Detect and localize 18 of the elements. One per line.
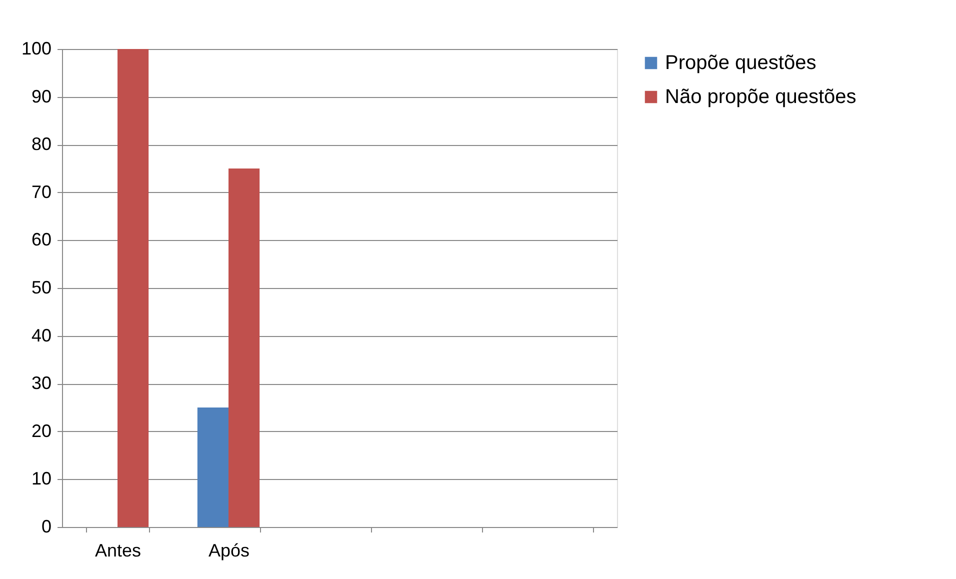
y-tick-label: 40 xyxy=(31,325,52,346)
y-tick-label: 10 xyxy=(31,468,52,489)
y-tick-label: 0 xyxy=(41,516,52,536)
bar xyxy=(118,49,149,527)
y-tick-label: 100 xyxy=(21,38,52,58)
y-tick-label: 90 xyxy=(31,86,52,106)
x-tick-label: Antes xyxy=(94,540,142,560)
bar xyxy=(228,168,260,527)
y-tick-label: 80 xyxy=(31,134,52,154)
legend-label: Propõe questões xyxy=(665,52,816,74)
y-tick-label: 30 xyxy=(31,373,52,394)
y-tick-label: 20 xyxy=(31,420,52,441)
bar xyxy=(197,408,228,527)
legend-label: Não propõe questões xyxy=(665,86,856,108)
y-tick-label: 70 xyxy=(31,182,52,202)
x-tick-label: Após xyxy=(208,540,250,560)
y-tick-label: 50 xyxy=(31,278,52,298)
y-tick-label: 60 xyxy=(31,230,52,250)
